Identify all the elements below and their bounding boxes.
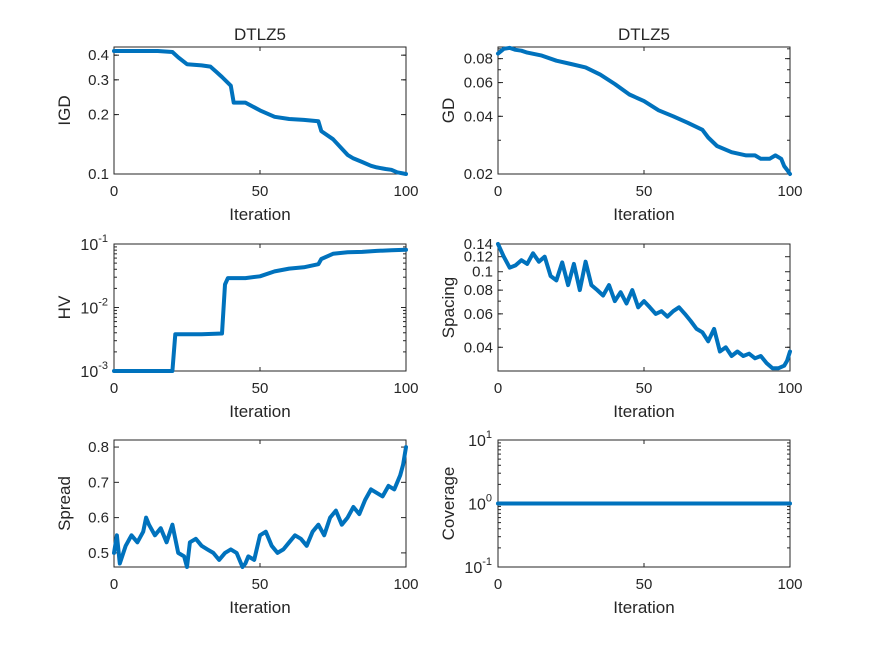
- ytick-label-spread: 0.5: [88, 545, 109, 562]
- xtick-label-hv: 100: [393, 380, 418, 397]
- ytick-label-spread: 0.7: [88, 474, 109, 491]
- xtick-label-hv: 0: [110, 380, 118, 397]
- xtick-label-spacing: 100: [777, 380, 802, 397]
- xtick-label-coverage: 100: [777, 576, 802, 593]
- chart-gd: 0 50 100 0.02 0.04 0.06 0.08 Iteration GD DTLZ5: [439, 25, 803, 224]
- ylabel-igd: IGD: [55, 95, 74, 125]
- ytick-label-igd: 0.3: [88, 72, 109, 89]
- ylabel-coverage: Coverage: [439, 467, 458, 541]
- chart-igd: 0 50 100 0.1 0.2 0.3 0.4 Iteration IGD DTLZ5: [55, 25, 419, 224]
- xlabel-spread: Iteration: [229, 598, 290, 617]
- xtick-label-coverage: 0: [494, 576, 502, 593]
- ytick-label-base: 10: [80, 364, 98, 381]
- ytick-label-coverage: 100: [468, 493, 492, 514]
- ytick-label-igd: 0.4: [88, 47, 109, 64]
- series-line-hv: [112, 247, 408, 373]
- ytick-label-igd: 0.1: [88, 166, 109, 183]
- xtick-label-spread: 0: [110, 576, 118, 593]
- ytick-label-hv: 10-3: [80, 360, 108, 381]
- title-gd: DTLZ5: [618, 25, 670, 44]
- xtick-label-igd: 0: [110, 183, 118, 200]
- ytick-label-gd: 0.04: [464, 108, 493, 125]
- ytick-label-base: 10: [464, 560, 482, 577]
- ylabel-hv: HV: [55, 295, 74, 319]
- ytick-label-exponent: -2: [98, 297, 108, 309]
- series-line-gd: [496, 45, 792, 176]
- xlabel-igd: Iteration: [229, 205, 290, 224]
- chart-spacing: 0 50 100 0.04 0.06 0.080.10.120.14 Iteration Sp…: [439, 236, 803, 421]
- ytick-label-gd: 0.08: [464, 51, 493, 68]
- ytick-label-spacing: 0.08: [464, 282, 493, 299]
- xtick-label-igd: 50: [252, 183, 269, 200]
- ytick-label-hv: 10-1: [80, 233, 108, 254]
- xlabel-gd: Iteration: [613, 205, 674, 224]
- ytick-label-coverage: 10-1: [464, 556, 492, 577]
- ytick-label-coverage: 101: [468, 429, 492, 450]
- series-line-spread: [112, 445, 408, 569]
- ytick-label-hv: 10-2: [80, 297, 108, 318]
- ylabel-spread: Spread: [55, 476, 74, 531]
- xtick-label-igd: 100: [393, 183, 418, 200]
- ytick-label-gd: 0.06: [464, 75, 493, 92]
- ytick-label-spacing: 0.14: [464, 236, 493, 253]
- title-igd: DTLZ5: [234, 25, 286, 44]
- xlabel-spacing: Iteration: [613, 402, 674, 421]
- ylabel-gd: GD: [439, 98, 458, 124]
- ytick-label-spacing: 0.04: [464, 339, 493, 356]
- xlabel-coverage: Iteration: [613, 598, 674, 617]
- xtick-label-spread: 100: [393, 576, 418, 593]
- series-line-igd: [112, 49, 408, 176]
- ytick-label-exponent: -3: [98, 360, 108, 372]
- series-line-spacing: [496, 242, 792, 371]
- ytick-label-spacing: 0.1: [472, 264, 493, 281]
- xtick-label-spacing: 50: [636, 380, 653, 397]
- ytick-label-spacing: 0.06: [464, 306, 493, 323]
- xlabel-hv: Iteration: [229, 402, 290, 421]
- ytick-label-spacing: 0.12: [464, 249, 493, 266]
- ytick-label-base: 10: [468, 433, 486, 450]
- ytick-label-exponent: 0: [486, 493, 492, 505]
- ytick-label-exponent: -1: [98, 233, 108, 245]
- ytick-label-base: 10: [80, 301, 98, 318]
- ytick-label-spread: 0.8: [88, 439, 109, 456]
- ylabel-spacing: Spacing: [439, 277, 458, 338]
- ytick-label-exponent: -1: [482, 556, 492, 568]
- xtick-label-gd: 100: [777, 183, 802, 200]
- ytick-label-spread: 0.6: [88, 510, 109, 527]
- ytick-label-base: 10: [468, 497, 486, 514]
- xtick-label-coverage: 50: [636, 576, 653, 593]
- ytick-label-base: 10: [80, 237, 98, 254]
- xtick-label-spread: 50: [252, 576, 269, 593]
- ytick-label-gd: 0.02: [464, 166, 493, 183]
- ytick-label-igd: 0.2: [88, 107, 109, 124]
- chart-spread: 0 50 100 0.5 0.6 0.7 0.8 Iteration Spread: [55, 439, 419, 617]
- xtick-label-gd: 0: [494, 183, 502, 200]
- xtick-label-hv: 50: [252, 380, 269, 397]
- xtick-label-spacing: 0: [494, 380, 502, 397]
- xtick-label-gd: 50: [636, 183, 653, 200]
- ytick-label-exponent: 1: [486, 429, 492, 441]
